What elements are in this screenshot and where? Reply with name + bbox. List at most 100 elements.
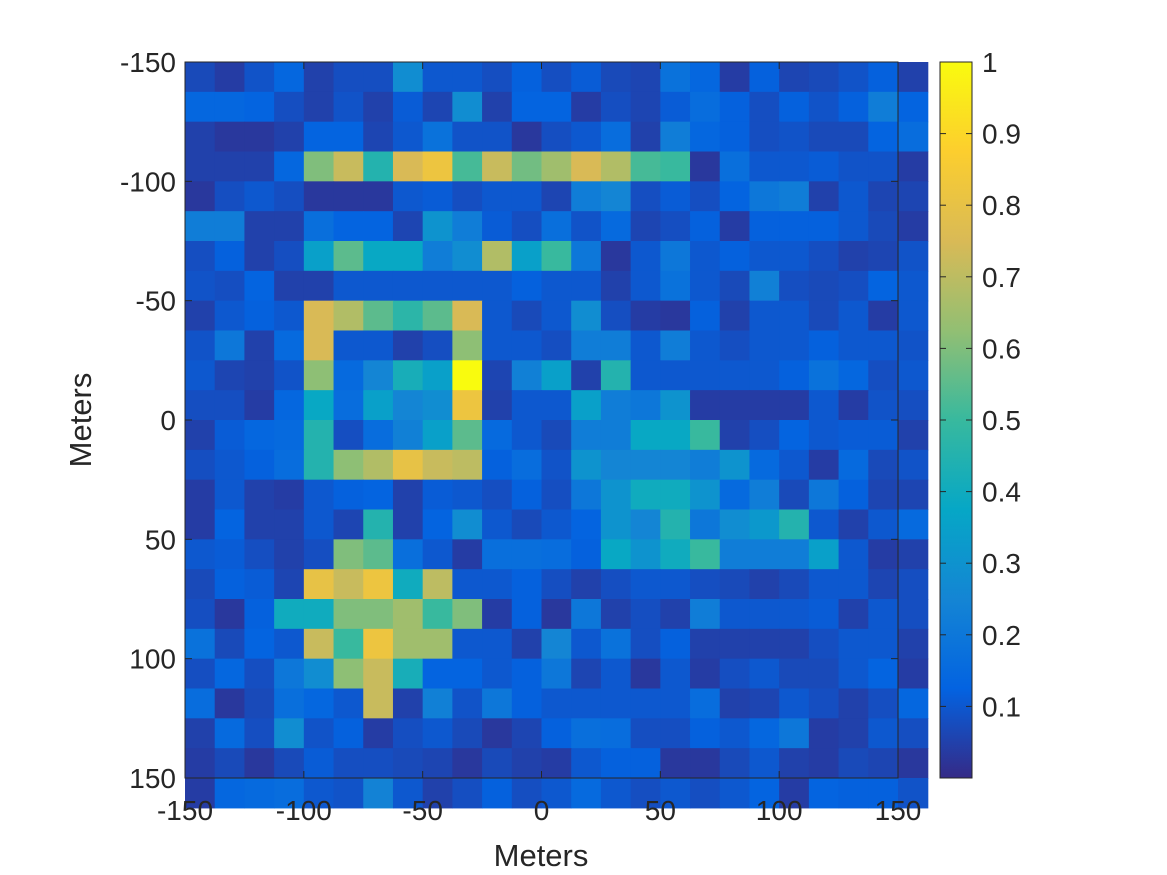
heatmap-cell <box>452 62 483 93</box>
heatmap-cell <box>452 151 483 182</box>
heatmap-cell <box>333 628 364 660</box>
heatmap-cell <box>630 241 661 272</box>
heatmap-cell <box>690 390 721 421</box>
heatmap-cell <box>630 151 661 182</box>
heatmap-cell <box>600 420 632 451</box>
heatmap-cell <box>541 211 572 242</box>
x-tick-label: 100 <box>756 795 803 826</box>
heatmap-cell <box>541 539 572 570</box>
heatmap-cell <box>600 91 632 123</box>
heatmap-cell <box>898 121 929 153</box>
heatmap-cell <box>749 121 780 153</box>
heatmap-cell <box>898 718 929 749</box>
heatmap-cell <box>185 539 216 570</box>
colorbar-tick-label: 0.3 <box>982 548 1021 579</box>
heatmap-cell <box>838 599 869 630</box>
heatmap-cell <box>392 778 424 809</box>
heatmap-cell <box>660 270 691 302</box>
heatmap-cell <box>274 211 305 242</box>
heatmap-cell <box>214 658 246 690</box>
y-tick-label: -100 <box>120 166 176 197</box>
heatmap-cell <box>838 658 869 690</box>
heatmap-cell <box>868 449 899 481</box>
heatmap-cell <box>898 628 929 660</box>
heatmap-cell <box>333 62 364 93</box>
heatmap-cell <box>363 121 394 153</box>
heatmap-cell <box>541 181 572 212</box>
heatmap-cell <box>779 599 810 630</box>
heatmap-cell <box>274 270 305 302</box>
heatmap-cell <box>630 718 661 749</box>
heatmap-cell <box>868 121 899 153</box>
heatmap-cell <box>333 270 364 302</box>
heatmap-cell <box>214 151 246 182</box>
heatmap-cell <box>779 569 810 600</box>
heatmap-cell <box>482 241 513 272</box>
heatmap-cell <box>630 658 661 690</box>
heatmap-cell <box>898 241 929 272</box>
heatmap-cell <box>808 151 840 182</box>
heatmap-cell <box>838 539 869 570</box>
heatmap-cell <box>690 628 721 660</box>
heatmap-cell <box>422 360 453 391</box>
heatmap-cell <box>690 479 721 511</box>
heatmap-cell <box>363 270 394 302</box>
heatmap-cell <box>274 748 305 779</box>
y-tick-label: 150 <box>129 763 176 794</box>
x-tick-label: 50 <box>645 795 676 826</box>
heatmap-cell <box>185 121 216 153</box>
heatmap-cell <box>838 91 869 123</box>
heatmap-cell <box>185 330 216 361</box>
heatmap-cell <box>422 270 453 302</box>
heatmap-cell <box>511 330 543 361</box>
heatmap-cell <box>422 778 453 809</box>
heatmap-cell <box>838 748 869 779</box>
heatmap-cell <box>808 300 840 332</box>
heatmap-cell <box>838 121 869 153</box>
heatmap-cell <box>660 599 691 630</box>
heatmap-cell <box>571 718 602 749</box>
heatmap-cell <box>274 479 305 511</box>
heatmap-cell <box>303 241 335 272</box>
heatmap-cell <box>808 539 840 570</box>
heatmap-cell <box>719 121 751 153</box>
heatmap-cell <box>511 718 543 749</box>
heatmap-cell <box>452 270 483 302</box>
x-tick-label: 150 <box>875 795 922 826</box>
heatmap-cell <box>392 539 424 570</box>
heatmap-cell <box>333 658 364 690</box>
heatmap-cell <box>600 241 632 272</box>
heatmap-cell <box>719 151 751 182</box>
heatmap-cell <box>600 449 632 481</box>
heatmap-cell <box>274 599 305 630</box>
heatmap-cell <box>452 509 483 540</box>
heatmap-cell <box>690 539 721 570</box>
heatmap-cell <box>868 509 899 540</box>
heatmap-cell <box>303 449 335 481</box>
heatmap-cell <box>482 718 513 749</box>
heatmap-cell <box>244 360 275 391</box>
heatmap-cell <box>392 658 424 690</box>
heatmap-cell <box>303 628 335 660</box>
heatmap-cell <box>392 121 424 153</box>
heatmap-cell <box>274 539 305 570</box>
heatmap-cell <box>719 599 751 630</box>
heatmap-cell <box>749 390 780 421</box>
heatmap-cell <box>452 628 483 660</box>
heatmap-cell <box>482 390 513 421</box>
heatmap-cell <box>274 569 305 600</box>
heatmap-cell <box>333 420 364 451</box>
heatmap-cell <box>363 509 394 540</box>
heatmap-cell <box>868 688 899 719</box>
heatmap-cell <box>185 420 216 451</box>
heatmap-cell <box>868 241 899 272</box>
heatmap-cell <box>541 449 572 481</box>
heatmap-cell <box>690 330 721 361</box>
heatmap-cell <box>719 330 751 361</box>
heatmap-cell <box>719 449 751 481</box>
heatmap-cell <box>779 449 810 481</box>
heatmap-cell <box>749 300 780 332</box>
heatmap-cell <box>274 62 305 93</box>
heatmap-cell <box>690 151 721 182</box>
